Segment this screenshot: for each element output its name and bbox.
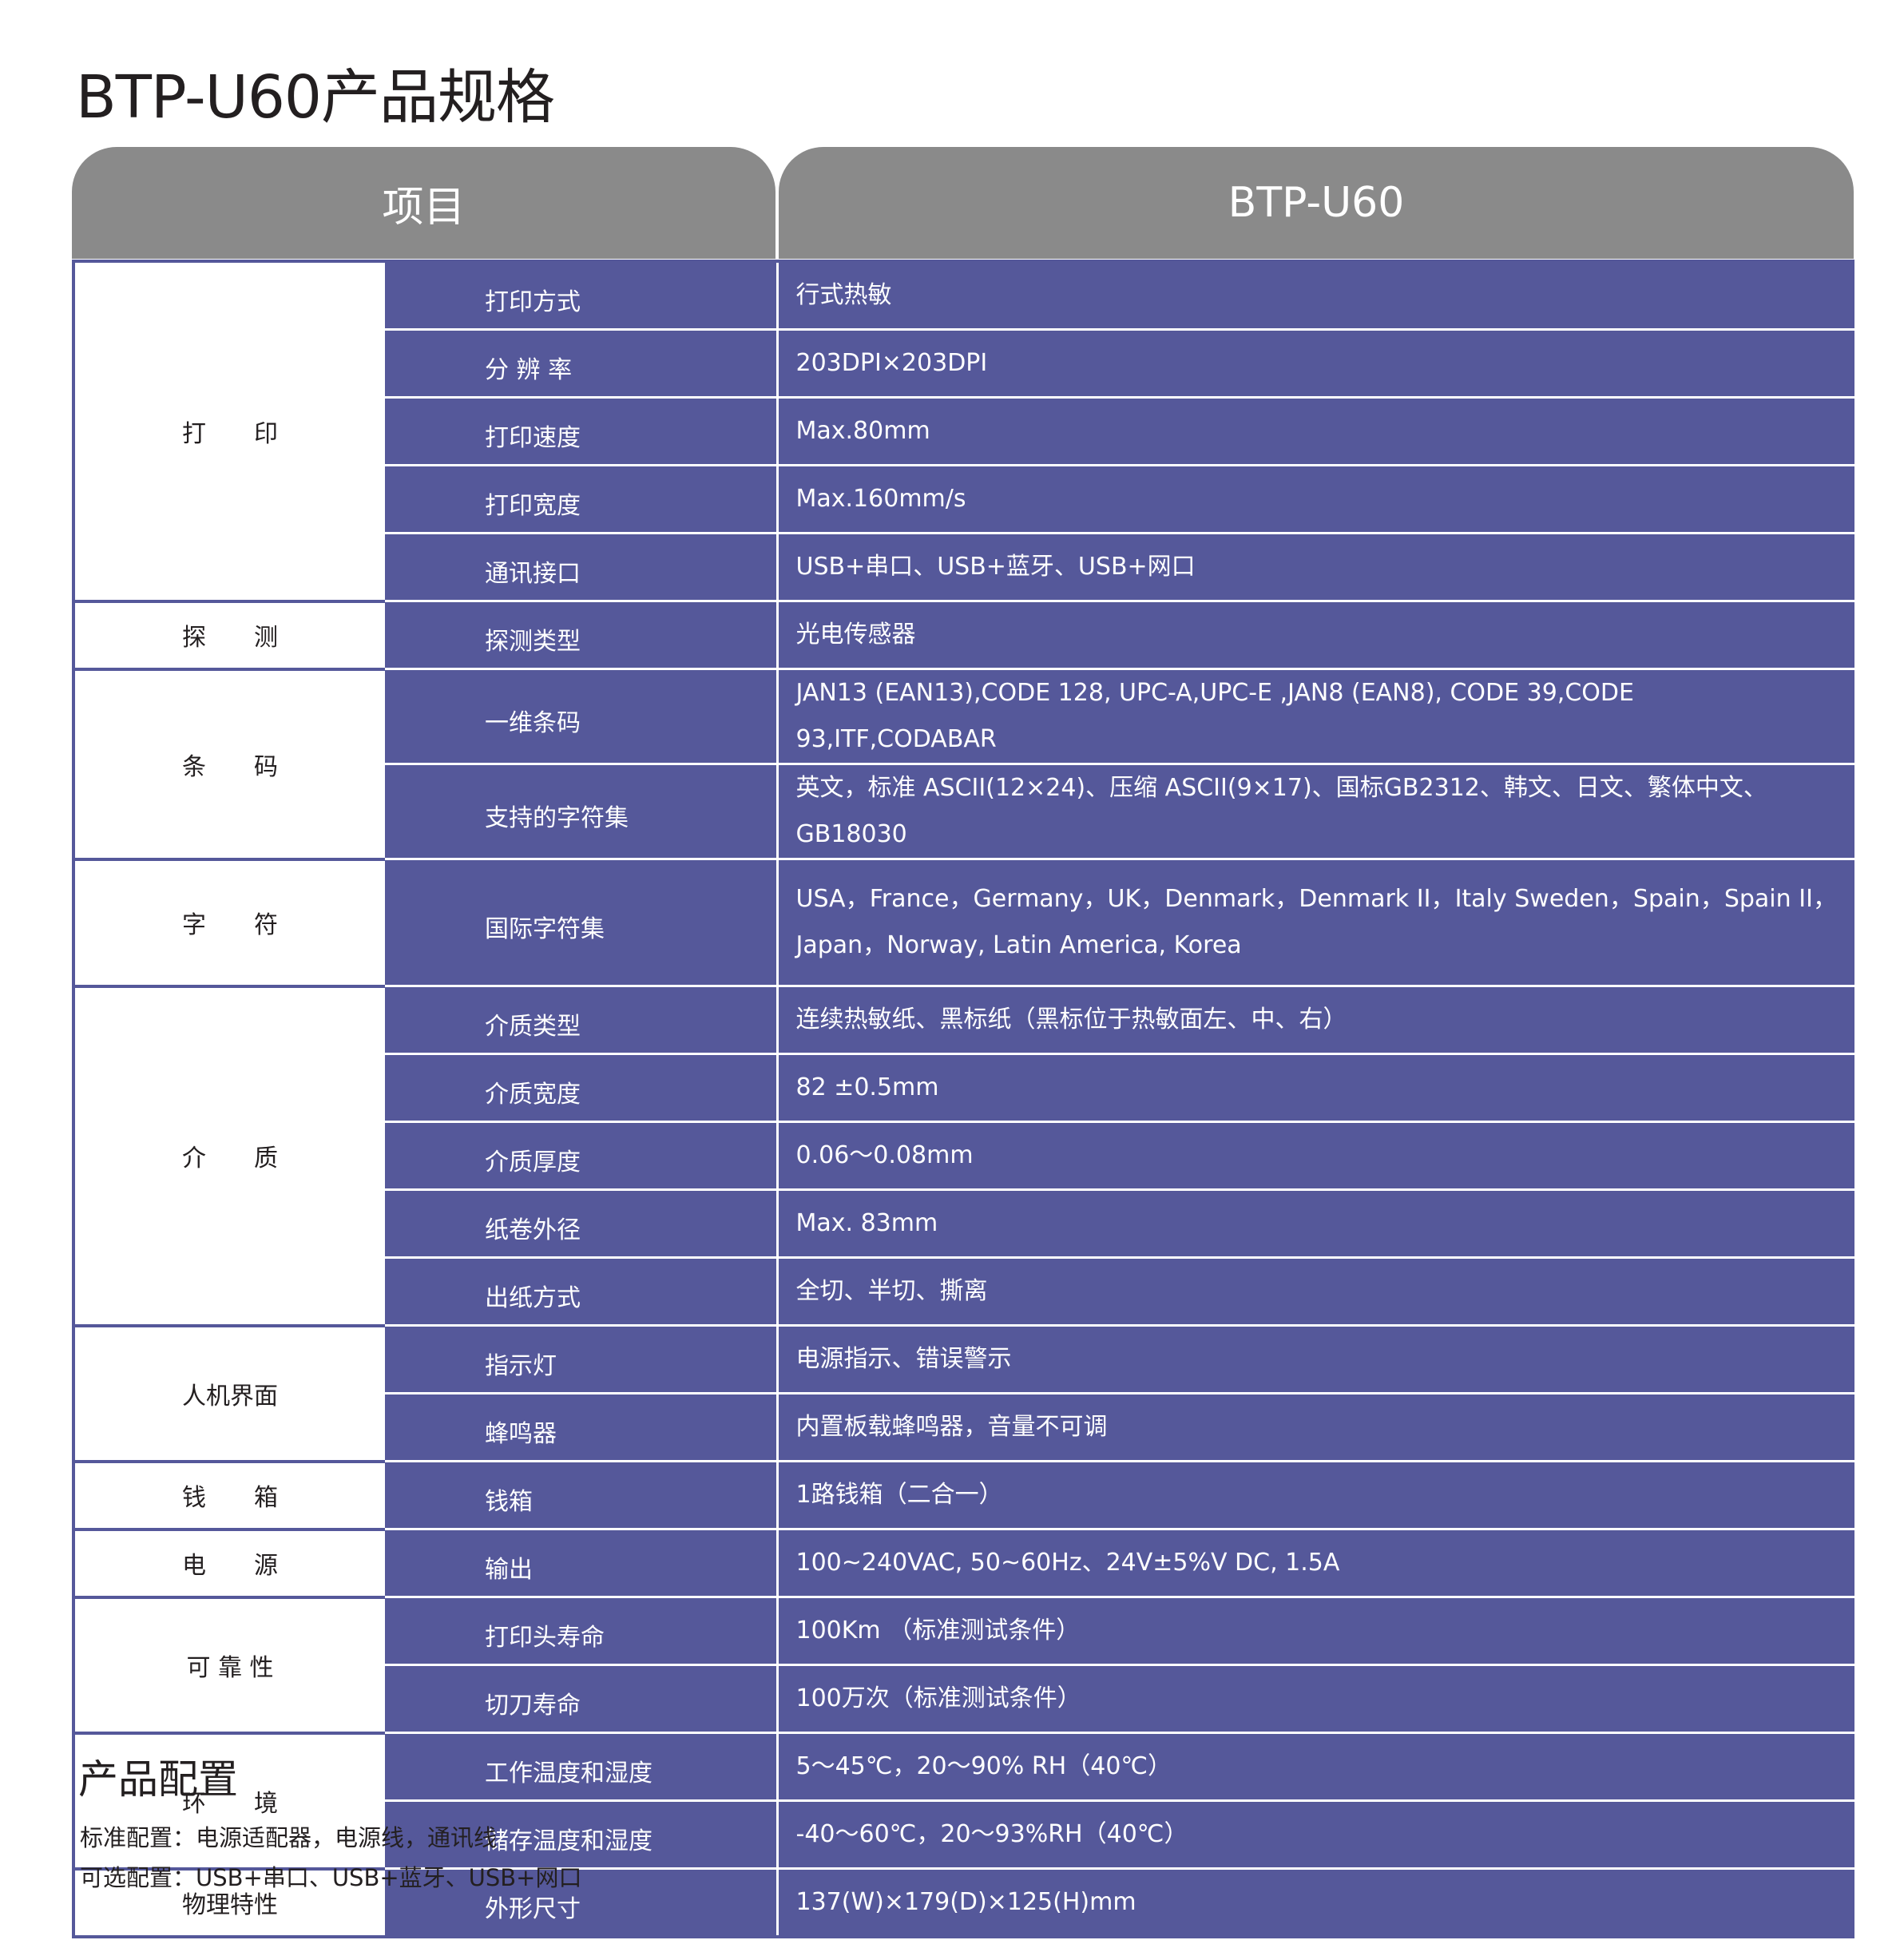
spec-item: 打印方式: [385, 261, 779, 331]
table-row: 打 印打印方式 行式热敏: [73, 261, 1854, 603]
config-title: 产品配置: [78, 1756, 238, 1803]
spec-item: 出纸方式: [385, 1257, 779, 1327]
header-model-column: BTP-U60: [779, 147, 1854, 259]
table-row: 钱 箱钱箱 1路钱箱（二合一）: [73, 1461, 1854, 1531]
spec-item: 打印速度: [385, 397, 779, 466]
spec-value: Max. 83mm: [777, 1189, 1854, 1259]
table-row: 可 靠 性打印头寿命 100Km （标准测试条件）: [73, 1597, 1854, 1735]
group-label: 条 码: [73, 668, 385, 861]
spec-value: Max.160mm/s: [777, 465, 1854, 534]
table-row: 介质厚度 0.06～0.08mm: [73, 1121, 1854, 1191]
config-optional: 可选配置：USB+串口、USB+蓝牙、USB+网口: [80, 1864, 582, 1891]
spec-item: 储存温度和湿度: [385, 1800, 779, 1870]
group-label: 可 靠 性: [73, 1597, 385, 1735]
spec-item: 切刀寿命: [385, 1664, 779, 1734]
spec-item: 国际字符集: [385, 859, 779, 987]
spec-item: 介质宽度: [385, 1053, 779, 1123]
spec-value: USA，France，Germany，UK，Denmark，Denmark II…: [777, 859, 1854, 987]
spec-item: 外形尺寸: [385, 1868, 779, 1937]
spec-value: 内置板载蜂鸣器，音量不可调: [777, 1393, 1854, 1462]
group-label: 钱 箱: [73, 1461, 385, 1531]
group-label: 人机界面: [73, 1325, 385, 1463]
table-row: 分 辨 率 203DPI×203DPI: [73, 329, 1854, 399]
header-item-column: 项目: [72, 147, 775, 259]
spec-value: 连续热敏纸、黑标纸（黑标位于热敏面左、中、右）: [777, 986, 1854, 1055]
spec-value: 0.06～0.08mm: [777, 1121, 1854, 1191]
spec-item: 支持的字符集: [385, 764, 779, 860]
spec-item: 介质厚度: [385, 1121, 779, 1191]
spec-item: 输出: [385, 1529, 779, 1598]
group-label: 字 符: [73, 859, 385, 988]
spec-value: 137(W)×179(D)×125(H)mm: [777, 1868, 1854, 1937]
spec-value: 光电传感器: [777, 601, 1854, 670]
group-label: 物理特性: [73, 1868, 385, 1938]
spec-value: 英文，标准 ASCII(12×24)、压缩 ASCII(9×17)、国标GB23…: [777, 764, 1854, 860]
table-row: 环 境工作温度和湿度 5～45℃，20～90% RH（40℃）: [73, 1732, 1854, 1871]
table-row: 介质宽度 82 ±0.5mm: [73, 1053, 1854, 1123]
table-row: 纸卷外径 Max. 83mm: [73, 1189, 1854, 1259]
page-title: BTP-U60产品规格: [76, 63, 555, 132]
spec-value: 全切、半切、撕离: [777, 1257, 1854, 1327]
table-row: 支持的字符集 英文，标准 ASCII(12×24)、压缩 ASCII(9×17)、…: [73, 764, 1854, 860]
table-row: 条 码一维条码 JAN13 (EAN13),CODE 128, UPC-A,UPC…: [73, 668, 1854, 861]
table-row: 储存温度和湿度 -40～60℃，20～93%RH（40℃）: [73, 1800, 1854, 1870]
spec-value: 100~240VAC, 50~60Hz、24V±5%V DC, 1.5A: [777, 1529, 1854, 1598]
spec-item: 通讯接口: [385, 533, 779, 602]
table-row: 物理特性 外形尺寸 137(W)×179(D)×125(H)mm: [73, 1868, 1854, 1938]
spec-item: 介质类型: [385, 986, 779, 1055]
spec-item: 蜂鸣器: [385, 1393, 779, 1462]
table-row: 出纸方式 全切、半切、撕离: [73, 1257, 1854, 1327]
spec-value: USB+串口、USB+蓝牙、USB+网口: [777, 533, 1854, 602]
config-standard: 标准配置：电源适配器，电源线，通讯线: [80, 1824, 498, 1851]
table-row: 打印宽度 Max.160mm/s: [73, 465, 1854, 534]
spec-item: 打印宽度: [385, 465, 779, 534]
spec-value: 5～45℃，20～90% RH（40℃）: [777, 1732, 1854, 1802]
table-row: 通讯接口 USB+串口、USB+蓝牙、USB+网口: [73, 533, 1854, 602]
table-row: 探 测探测类型 光电传感器: [73, 601, 1854, 671]
spec-value: Max.80mm: [777, 397, 1854, 466]
group-label: 介 质: [73, 986, 385, 1327]
spec-value: 电源指示、错误警示: [777, 1325, 1854, 1394]
spec-value: 100Km （标准测试条件）: [777, 1597, 1854, 1666]
spec-table: 打 印打印方式 行式热敏分 辨 率 203DPI×203DPI 打印速度 Max.80m…: [72, 260, 1854, 1938]
spec-value: 82 ±0.5mm: [777, 1053, 1854, 1123]
spec-value: 1路钱箱（二合一）: [777, 1461, 1854, 1530]
table-row: 蜂鸣器 内置板载蜂鸣器，音量不可调: [73, 1393, 1854, 1462]
spec-value: -40～60℃，20～93%RH（40℃）: [777, 1800, 1854, 1870]
table-row: 切刀寿命 100万次（标准测试条件）: [73, 1664, 1854, 1734]
group-label: 环 境: [73, 1732, 385, 1871]
spec-item: 工作温度和湿度: [385, 1732, 779, 1802]
table-row: 字 符国际字符集 USA，France，Germany，UK，Denmark，De…: [73, 859, 1854, 988]
table-row: 电 源输出 100~240VAC, 50~60Hz、24V±5%V DC, 1.5…: [73, 1529, 1854, 1599]
spec-value: 行式热敏: [777, 261, 1854, 331]
table-row: 打印速度 Max.80mm: [73, 397, 1854, 466]
spec-item: 纸卷外径: [385, 1189, 779, 1259]
spec-item: 打印头寿命: [385, 1597, 779, 1666]
spec-item: 探测类型: [385, 601, 779, 670]
table-row: 人机界面 指示灯 电源指示、错误警示: [73, 1325, 1854, 1463]
spec-item: 一维条码: [385, 668, 779, 765]
spec-item: 钱箱: [385, 1461, 779, 1530]
spec-item: 分 辨 率: [385, 329, 779, 399]
spec-value: JAN13 (EAN13),CODE 128, UPC-A,UPC-E ,JAN…: [777, 668, 1854, 765]
group-label: 电 源: [73, 1529, 385, 1599]
group-label: 探 测: [73, 601, 385, 671]
table-row: 介 质介质类型 连续热敏纸、黑标纸（黑标位于热敏面左、中、右）: [73, 986, 1854, 1327]
spec-value: 203DPI×203DPI: [777, 329, 1854, 399]
group-label: 打 印: [73, 261, 385, 603]
spec-item: 指示灯: [385, 1325, 779, 1394]
spec-value: 100万次（标准测试条件）: [777, 1664, 1854, 1734]
